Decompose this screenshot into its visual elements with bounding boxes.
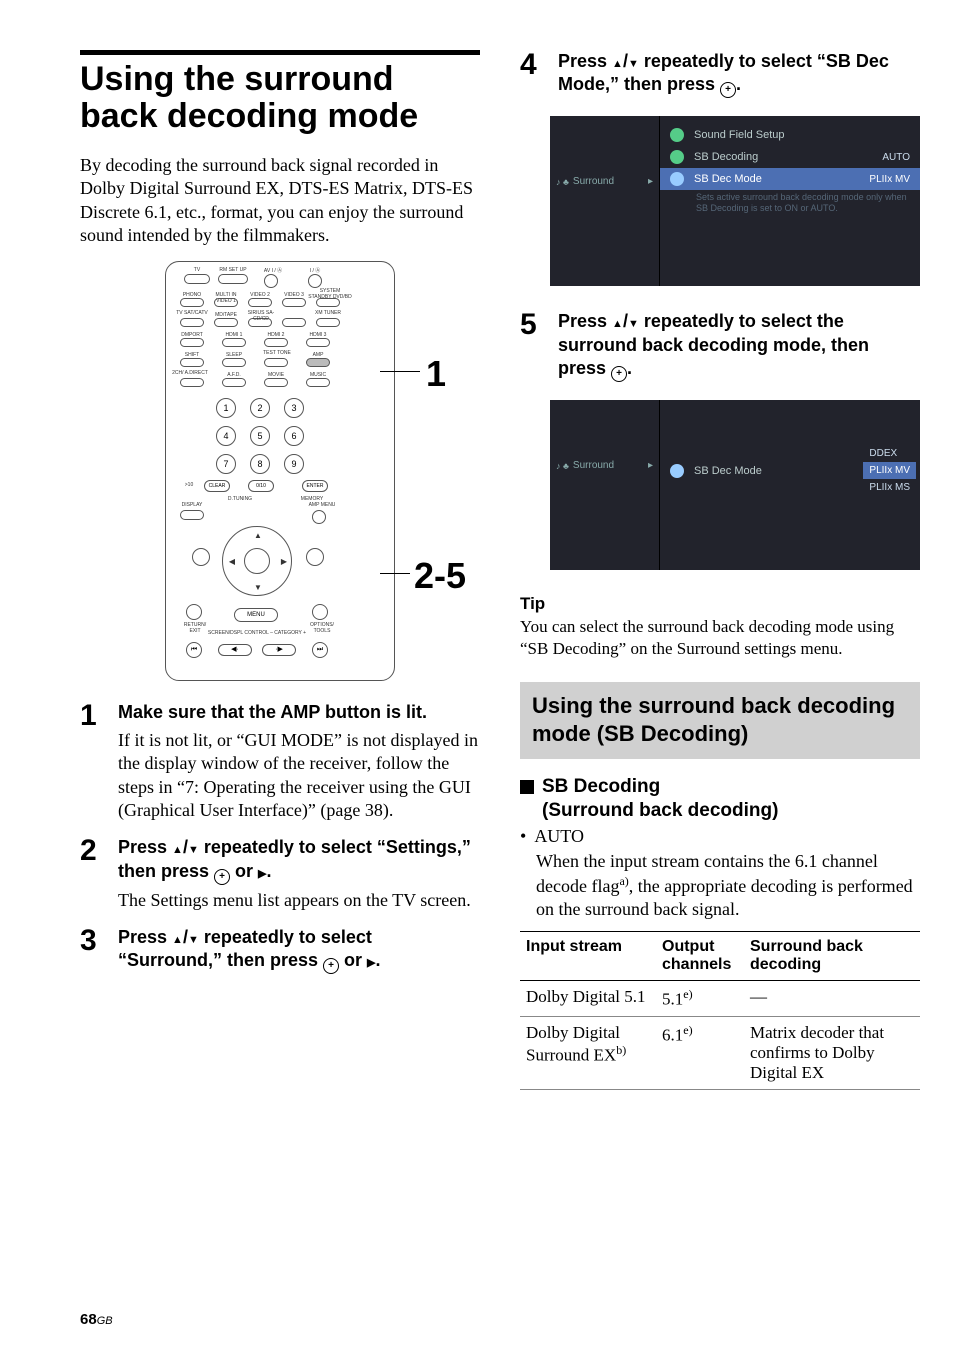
osd-screenshot-1: ♪ ♣ Surround ▸ Sound Field Setup SB Deco… <box>550 116 920 286</box>
step-1-heading: Make sure that the AMP button is lit. <box>118 701 480 724</box>
section-title: Using the surround back decoding mode <box>80 61 480 136</box>
step-number-3: 3 <box>80 926 104 978</box>
step-number-4: 4 <box>520 50 544 102</box>
page-number: 68GB <box>80 1311 113 1328</box>
step-4-heading: Press / repeatedly to select “SB Dec Mod… <box>558 50 920 98</box>
remote-figure: TV RM SET UP AV I / Ⓐ I / Ⓐ PHONO MULTI … <box>165 261 395 681</box>
bullet-auto: AUTO <box>534 825 584 848</box>
remote-callout-1: 1 <box>426 353 446 395</box>
step-number-5: 5 <box>520 310 544 386</box>
step-2-heading: Press / repeatedly to select “Settings,”… <box>118 836 480 884</box>
step-number-1: 1 <box>80 701 104 822</box>
section-band: Using the surround back decoding mode (S… <box>520 682 920 759</box>
remote-callout-2-5: 2-5 <box>414 555 466 597</box>
step-5-heading: Press / repeatedly to select the surroun… <box>558 310 920 382</box>
sb-decoding-heading: SB Decoding (Surround back decoding) <box>520 775 920 823</box>
osd-screenshot-2: ♪ ♣ Surround ▸ SB Dec Mode DDEX PLIIx MV… <box>550 400 920 570</box>
tip-heading: Tip <box>520 594 920 614</box>
step-2-desc: The Settings menu list appears on the TV… <box>118 889 480 912</box>
bullet-auto-body: When the input stream contains the 6.1 c… <box>520 850 920 921</box>
step-number-2: 2 <box>80 836 104 912</box>
tip-body: You can select the surround back decodin… <box>520 616 920 660</box>
step-3-heading: Press / repeatedly to select “Surround,”… <box>118 926 480 974</box>
intro-paragraph: By decoding the surround back signal rec… <box>80 154 480 248</box>
decoding-table: Input stream Output channels Surround ba… <box>520 931 920 1090</box>
step-1-desc: If it is not lit, or “GUI MODE” is not d… <box>118 729 480 823</box>
